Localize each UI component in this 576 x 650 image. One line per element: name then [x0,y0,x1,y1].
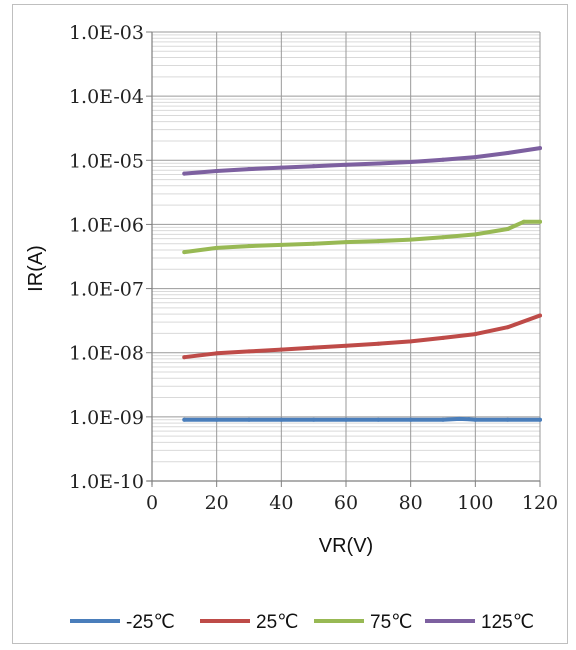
series-point-3 [376,161,381,166]
series-point-3 [311,164,316,169]
series-point-1 [311,345,316,350]
series-point-1 [505,325,510,330]
series-point-2 [214,245,219,250]
series-point-0 [344,417,348,422]
series-point-3 [441,157,445,162]
series-line-0 [182,416,542,422]
series-point-1 [408,339,413,344]
series-point-2 [473,232,478,237]
legend-label-1: 25℃ [256,612,298,633]
series-point-0 [182,417,187,422]
series-point-0 [376,417,381,422]
y-axis-title: IR(A) [25,245,47,292]
series-point-0 [214,417,219,422]
y-tick-label: 1.0E-05 [69,150,144,172]
series-point-2 [408,237,413,242]
y-tick-label: 1.0E-10 [69,471,144,493]
y-tick-label: 1.0E-06 [69,214,144,236]
series-line-3 [182,146,542,176]
x-tick-label: 40 [269,492,293,514]
series-point-0 [311,417,316,422]
series-point-2 [538,219,542,224]
series-point-2 [279,242,284,247]
x-tick-label: 120 [522,492,558,514]
series-line-2 [182,219,542,255]
x-axis-title: VR(V) [319,535,373,557]
series-point-3 [538,146,542,151]
series-point-1 [376,341,381,346]
series-point-2 [182,250,187,255]
series-point-2 [376,239,381,244]
series-point-3 [182,171,187,176]
series-point-1 [279,347,284,352]
series-point-1 [247,349,251,354]
series-point-3 [214,169,219,174]
legend-label-0: -25℃ [126,612,175,633]
series-point-3 [473,155,478,160]
series-point-1 [441,335,445,340]
series-point-3 [344,162,348,167]
series-point-0 [466,417,471,422]
series-point-1 [538,313,542,318]
x-tick-label: 80 [399,492,423,514]
series-point-2 [247,244,251,249]
series-point-2 [505,226,510,231]
series-point-0 [247,417,251,422]
series-point-1 [214,351,219,356]
x-tick-label: 60 [334,492,358,514]
series-point-0 [505,417,510,422]
series-point-3 [247,167,251,172]
series-point-3 [279,165,284,170]
series-point-0 [408,417,413,422]
y-tick-label: 1.0E-04 [69,86,144,108]
series-point-1 [344,343,348,348]
series-point-1 [182,355,187,360]
y-tick-label: 1.0E-03 [69,22,144,44]
series-point-2 [521,219,526,224]
series-point-2 [344,240,348,245]
y-tick-label: 1.0E-07 [69,279,144,301]
x-tick-label: 20 [205,492,229,514]
series-point-2 [311,241,316,246]
series-point-3 [408,160,413,165]
series-point-0 [441,417,445,422]
y-tick-label: 1.0E-08 [69,343,144,365]
legend-label-2: 75℃ [370,612,412,633]
x-tick-label: 100 [457,492,493,514]
series-point-0 [473,417,478,422]
legend-label-3: 125℃ [481,612,534,633]
series-point-3 [505,150,510,155]
series-line-1 [182,313,542,360]
series-point-0 [279,417,284,422]
series-point-0 [538,417,542,422]
series-point-2 [441,235,445,240]
series-point-0 [457,416,462,421]
y-tick-label: 1.0E-09 [69,407,144,429]
series-point-1 [473,332,478,337]
x-tick-label: 0 [146,492,158,514]
